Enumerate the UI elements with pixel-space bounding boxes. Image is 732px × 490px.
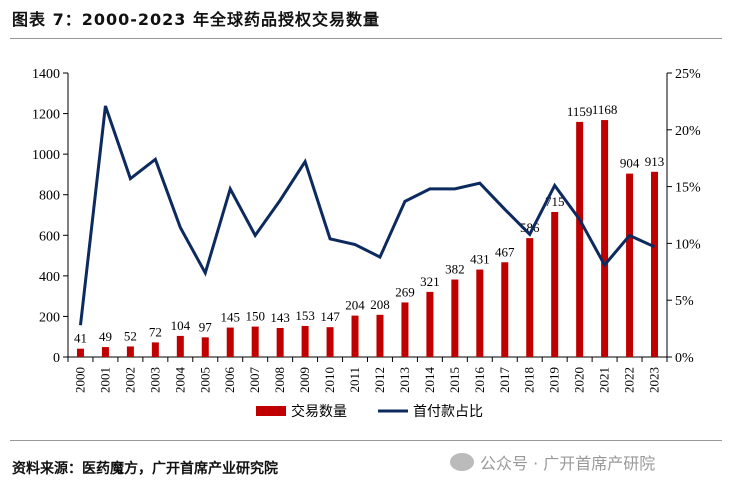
bar [451, 279, 459, 357]
bar-data-label: 1159 [567, 104, 593, 119]
x-tick-label: 2012 [372, 367, 387, 393]
left-tick-label: 600 [39, 229, 60, 244]
bar-data-label: 147 [320, 309, 340, 324]
line-series [78, 105, 656, 326]
bar-data-label: 467 [495, 244, 515, 259]
right-tick-label: 5% [675, 294, 694, 309]
x-tick-label: 2011 [347, 367, 362, 393]
x-tick-label: 2010 [322, 367, 337, 393]
x-tick-label: 2013 [397, 367, 412, 393]
bottom-rule [10, 440, 722, 441]
left-tick-label: 400 [39, 270, 60, 285]
x-tick-label: 2008 [272, 367, 287, 393]
x-tick-label: 2015 [447, 367, 462, 393]
bar-data-label: 72 [149, 324, 162, 339]
bar [601, 120, 609, 357]
bar-data-label: 204 [345, 298, 365, 313]
bar-data-label: 143 [270, 310, 290, 325]
bar [401, 302, 409, 357]
bar [276, 327, 284, 357]
bar [426, 291, 434, 357]
bar-data-label: 1168 [592, 102, 618, 117]
right-tick-label: 15% [675, 181, 701, 196]
x-tick-label: 2022 [622, 367, 637, 393]
legend-bar-label: 交易数量 [291, 403, 347, 420]
bar [501, 262, 509, 357]
bar-data-label: 145 [220, 310, 240, 325]
bar-data-label: 269 [395, 284, 415, 299]
x-tick-label: 2018 [522, 367, 537, 393]
bar-data-label: 913 [645, 154, 665, 169]
bar-data-label: 904 [620, 156, 640, 171]
x-tick-label: 2004 [172, 367, 187, 394]
left-tick-label: 200 [39, 310, 60, 325]
bar-data-label: 97 [199, 319, 213, 334]
right-tick-label: 25% [675, 67, 701, 82]
x-tick-label: 2007 [247, 367, 262, 394]
watermark-text: 公众号 · 广开首席产研院 [480, 454, 656, 473]
x-tick-label: 2014 [422, 367, 437, 394]
bar [326, 327, 334, 357]
bar [626, 173, 634, 357]
left-tick-label: 1000 [32, 148, 60, 163]
bar [301, 325, 309, 357]
bar-data-label: 104 [171, 318, 191, 333]
bar [551, 211, 559, 357]
bar [576, 121, 584, 357]
x-tick-label: 2000 [72, 367, 87, 393]
top-rule [10, 38, 722, 39]
bar-data-label: 153 [295, 308, 315, 323]
x-tick-label: 2006 [222, 367, 237, 394]
bar [151, 342, 159, 357]
bar-data-label: 431 [470, 252, 490, 267]
x-tick-label: 2023 [647, 367, 662, 393]
x-tick-label: 2009 [297, 367, 312, 393]
bar [226, 327, 234, 357]
source-note: 资料来源：医药魔方，广开首席产业研究院 [12, 461, 278, 477]
bar [201, 337, 209, 357]
right-tick-label: 10% [675, 237, 701, 252]
bar [526, 238, 534, 357]
chart: 0 200 400 600 800 1000 1200 1400 0% 5% 10% 15% 20% 25… [32, 67, 701, 420]
bar [101, 347, 109, 357]
bar-data-label: 52 [124, 328, 137, 343]
right-tick-label: 0% [675, 351, 694, 366]
x-tick-label: 2001 [97, 367, 112, 393]
x-tick-label: 2016 [472, 367, 487, 394]
bar-data-label: 41 [74, 331, 87, 346]
bar-data-label: 382 [445, 262, 465, 277]
watermark: 公众号 · 广开首席产研院 [450, 450, 655, 474]
bar [176, 335, 184, 357]
bar-data-label: 150 [245, 309, 265, 324]
legend-line-label: 首付款占比 [413, 404, 483, 420]
wechat-icon [450, 453, 474, 471]
bar-data-label: 321 [420, 274, 440, 289]
left-tick-label: 1200 [32, 108, 60, 123]
bar [651, 171, 659, 357]
bar-data-label: 208 [370, 297, 390, 312]
right-tick-label: 20% [675, 124, 701, 139]
x-tick-label: 2019 [547, 367, 562, 393]
left-tick-label: 1400 [32, 67, 60, 82]
x-tick-label: 2020 [572, 367, 587, 393]
left-tick-label: 800 [39, 189, 60, 204]
bar [251, 326, 259, 357]
x-tick-label: 2003 [147, 367, 162, 393]
bar-data-label: 49 [99, 329, 112, 344]
bar [76, 348, 84, 357]
x-tick-label: 2005 [197, 367, 212, 393]
x-tick-label: 2002 [122, 367, 137, 393]
bar [476, 269, 484, 357]
bar [376, 314, 384, 357]
chart-title: 图表 7：2000-2023 年全球药品授权交易数量 [12, 10, 380, 29]
bar [126, 346, 134, 357]
left-tick-label: 0 [53, 351, 60, 366]
x-tick-label: 2017 [497, 367, 512, 394]
x-tick-label: 2021 [597, 367, 612, 393]
legend-bar-swatch [256, 406, 286, 416]
bar [351, 315, 359, 357]
